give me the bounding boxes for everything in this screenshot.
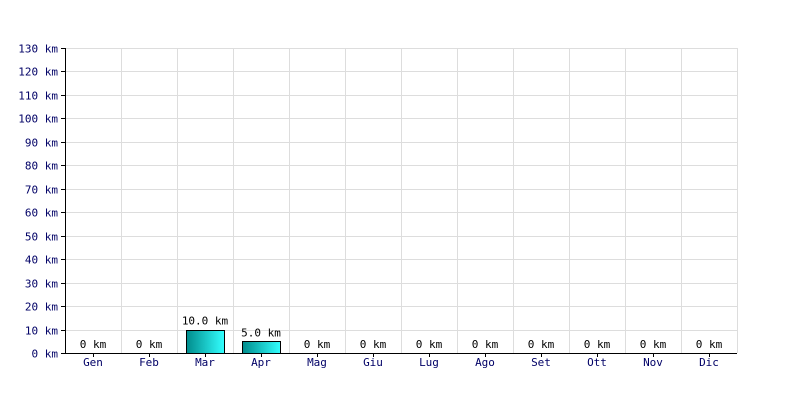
y-tick-label: 20 km bbox=[25, 301, 58, 314]
data-label: 5.0 km bbox=[241, 326, 281, 339]
y-tick-label: 120 km bbox=[18, 66, 58, 79]
x-tick-label: Set bbox=[531, 356, 551, 369]
y-tick-label: 50 km bbox=[25, 231, 58, 244]
x-tick-label: Nov bbox=[643, 356, 663, 369]
y-tick-label: 100 km bbox=[18, 113, 58, 126]
bars bbox=[186, 330, 281, 354]
y-tick-label: 80 km bbox=[25, 160, 58, 173]
x-tick-labels: Gen Feb Mar Apr Mag Giu Lug Ago Set Ott Nov Dic bbox=[83, 356, 719, 369]
bar bbox=[186, 330, 225, 354]
x-tick-label: Dic bbox=[699, 356, 719, 369]
y-tick-label: 70 km bbox=[25, 184, 58, 197]
x-tick-label: Mag bbox=[307, 356, 327, 369]
data-label: 0 km bbox=[584, 338, 611, 351]
data-label: 0 km bbox=[528, 338, 555, 351]
y-tick-label: 0 km bbox=[32, 348, 59, 361]
x-tick-label: Ott bbox=[587, 356, 607, 369]
grid bbox=[65, 48, 738, 353]
x-tick-label: Apr bbox=[251, 356, 271, 369]
bar bbox=[242, 341, 281, 354]
data-label: 0 km bbox=[80, 338, 107, 351]
y-tick-label: 130 km bbox=[18, 43, 58, 56]
data-label: 0 km bbox=[360, 338, 387, 351]
x-tick-label: Giu bbox=[363, 356, 383, 369]
data-label: 0 km bbox=[136, 338, 163, 351]
data-label: 0 km bbox=[640, 338, 667, 351]
data-label: 0 km bbox=[304, 338, 331, 351]
data-label: 0 km bbox=[416, 338, 443, 351]
y-tick-label: 10 km bbox=[25, 325, 58, 338]
y-tick-label: 40 km bbox=[25, 254, 58, 267]
data-labels: 0 km 0 km 10.0 km 5.0 km 0 km 0 km 0 km 0 km 0 k… bbox=[80, 315, 723, 351]
data-label: 0 km bbox=[696, 338, 723, 351]
y-tick-label: 110 km bbox=[18, 90, 58, 103]
y-tick-label: 30 km bbox=[25, 278, 58, 291]
y-tick-labels: 0 km 10 km 20 km 30 km 40 km 50 km 60 km 70 km 8… bbox=[18, 43, 58, 361]
axes bbox=[61, 48, 737, 357]
x-tick-label: Ago bbox=[475, 356, 495, 369]
x-tick-label: Feb bbox=[139, 356, 159, 369]
y-tick-label: 60 km bbox=[25, 207, 58, 220]
x-tick-label: Lug bbox=[419, 356, 439, 369]
x-tick-label: Gen bbox=[83, 356, 103, 369]
data-label: 0 km bbox=[472, 338, 499, 351]
y-tick-label: 90 km bbox=[25, 137, 58, 150]
data-label: 10.0 km bbox=[182, 315, 229, 328]
x-tick-label: Mar bbox=[195, 356, 215, 369]
